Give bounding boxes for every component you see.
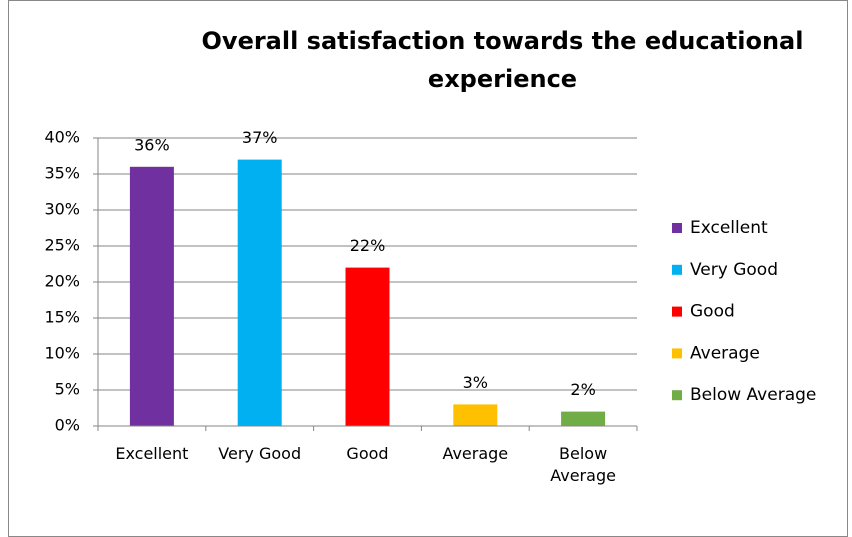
bar xyxy=(453,404,498,426)
legend-swatch xyxy=(672,306,682,317)
bar xyxy=(561,411,606,426)
legend-swatch xyxy=(672,223,682,233)
x-tick-label: Very Good xyxy=(218,444,302,463)
data-label: 2% xyxy=(570,380,595,399)
x-tick-label: Excellent xyxy=(115,444,189,463)
data-label: 3% xyxy=(463,373,488,392)
y-tick-label: 40% xyxy=(44,128,80,147)
data-label: 36% xyxy=(134,135,170,154)
data-label: 37% xyxy=(242,128,278,147)
y-tick-label: 10% xyxy=(44,344,80,363)
legend-label: Below Average xyxy=(690,385,816,405)
y-tick-label: 30% xyxy=(44,200,80,219)
x-tick-label: Average xyxy=(442,444,509,463)
y-tick-label: 35% xyxy=(44,164,80,183)
legend-swatch xyxy=(672,264,682,275)
legend-swatch xyxy=(672,348,682,359)
y-tick-label: 0% xyxy=(55,416,80,435)
legend-label: Excellent xyxy=(690,218,768,238)
y-tick-label: 5% xyxy=(55,380,80,399)
bar xyxy=(237,159,282,426)
bar xyxy=(129,166,174,427)
y-tick-label: 25% xyxy=(44,236,80,255)
legend-swatch xyxy=(672,390,682,401)
bar xyxy=(345,267,390,426)
legend-label: Average xyxy=(690,343,760,363)
legend-label: Very Good xyxy=(690,260,778,280)
chart-title: Overall satisfaction towards the educati… xyxy=(201,27,804,93)
y-tick-label: 15% xyxy=(44,308,80,327)
data-label: 22% xyxy=(350,236,386,255)
legend-label: Good xyxy=(690,302,735,322)
y-tick-label: 20% xyxy=(44,272,80,291)
x-tick-label: Good xyxy=(346,444,389,463)
x-tick-label: Below Average xyxy=(550,444,616,485)
